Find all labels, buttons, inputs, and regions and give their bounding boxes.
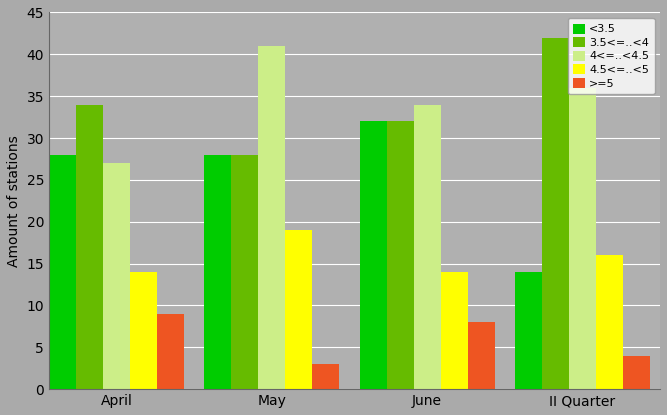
Bar: [387, 121, 414, 389]
Bar: [596, 255, 623, 389]
Bar: [285, 230, 312, 389]
Bar: [258, 46, 285, 389]
Bar: [157, 314, 184, 389]
Bar: [515, 272, 542, 389]
Bar: [204, 155, 231, 389]
Bar: [49, 155, 76, 389]
Bar: [312, 364, 340, 389]
Bar: [542, 38, 569, 389]
Bar: [414, 105, 441, 389]
Bar: [103, 163, 130, 389]
Bar: [468, 322, 495, 389]
Y-axis label: Amount of stations: Amount of stations: [7, 135, 21, 267]
Bar: [76, 105, 103, 389]
Bar: [569, 88, 596, 389]
Bar: [130, 272, 157, 389]
Bar: [360, 121, 387, 389]
Bar: [231, 155, 258, 389]
Bar: [441, 272, 468, 389]
Legend: <3.5, 3.5<=..<4, 4<=..<4.5, 4.5<=..<5, >=5: <3.5, 3.5<=..<4, 4<=..<4.5, 4.5<=..<5, >…: [568, 18, 654, 94]
Bar: [623, 356, 650, 389]
